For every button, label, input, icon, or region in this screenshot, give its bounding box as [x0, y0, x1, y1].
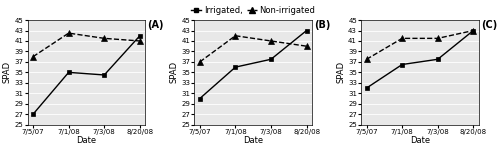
X-axis label: Date: Date	[410, 136, 430, 145]
Legend: Irrigated,, Non-irrigated: Irrigated,, Non-irrigated	[192, 6, 315, 15]
Text: (B): (B)	[314, 20, 330, 30]
X-axis label: Date: Date	[243, 136, 264, 145]
Y-axis label: SPAD: SPAD	[3, 61, 12, 83]
X-axis label: Date: Date	[76, 136, 96, 145]
Text: (C): (C)	[481, 20, 498, 30]
Y-axis label: SPAD: SPAD	[336, 61, 345, 83]
Y-axis label: SPAD: SPAD	[170, 61, 178, 83]
Text: (A): (A)	[148, 20, 164, 30]
